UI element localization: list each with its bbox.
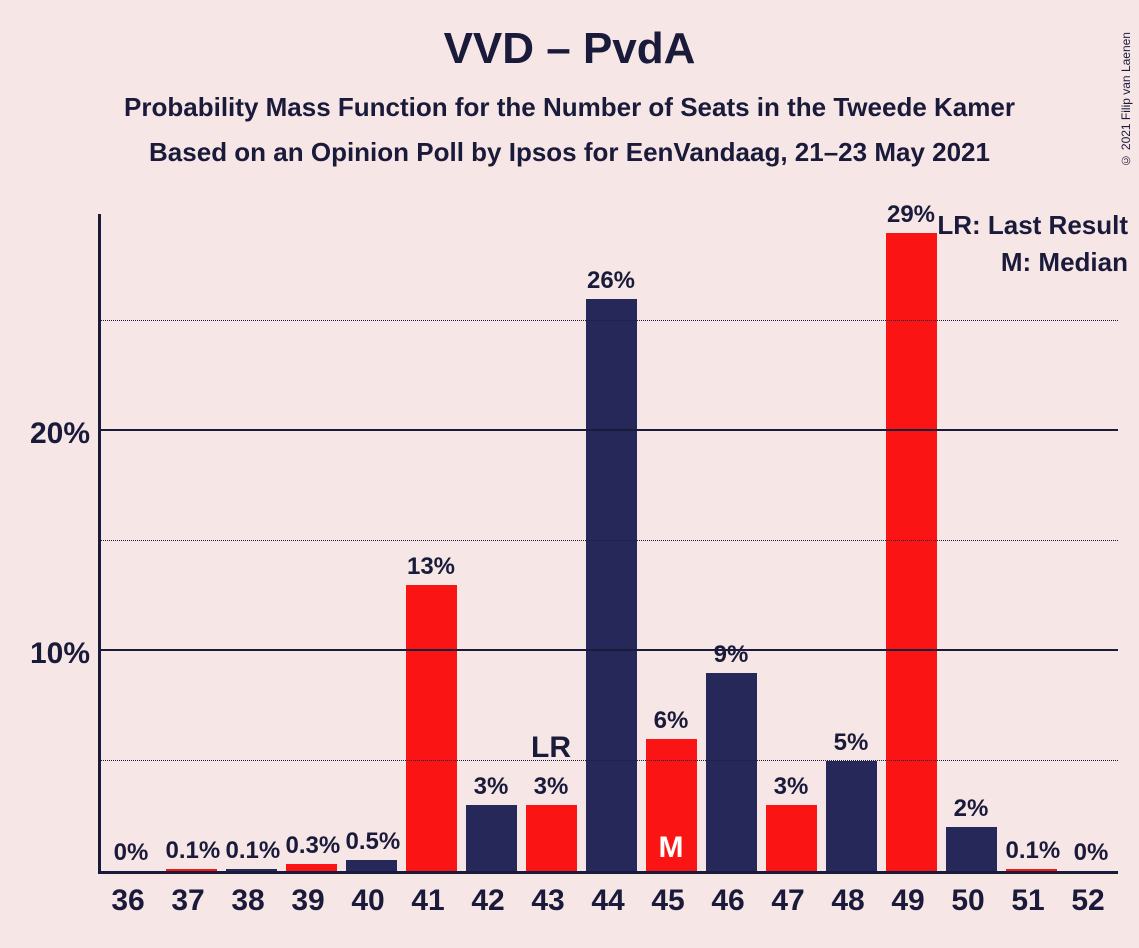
gridline-major bbox=[101, 649, 1118, 651]
bar: 3% bbox=[466, 805, 517, 871]
bar: 13% bbox=[406, 585, 457, 871]
chart-subtitle-2: Based on an Opinion Poll by Ipsos for Ee… bbox=[0, 137, 1139, 168]
x-axis-label: 39 bbox=[291, 884, 324, 918]
bar: 3% bbox=[766, 805, 817, 871]
bar: 0.1% bbox=[166, 869, 217, 871]
bar: 5% bbox=[826, 761, 877, 871]
bar-value-label: 6% bbox=[646, 707, 697, 739]
x-axis-label: 41 bbox=[411, 884, 444, 918]
chart-area: 0%0.1%0.1%0.3%0.5%13%3%3%LR26%6%M9%3%5%2… bbox=[98, 214, 1118, 874]
x-axis-label: 52 bbox=[1071, 884, 1104, 918]
bar-value-label: 0.3% bbox=[286, 832, 337, 864]
legend-lr: LR: Last Result bbox=[937, 210, 1128, 241]
chart-title: VVD – PvdA bbox=[0, 24, 1139, 74]
bar-value-label: 29% bbox=[886, 201, 937, 233]
legend-median: M: Median bbox=[937, 247, 1128, 278]
gridline-minor bbox=[101, 540, 1118, 541]
bar: 6%M bbox=[646, 739, 697, 871]
bar: 2% bbox=[946, 827, 997, 871]
x-axis-label: 36 bbox=[111, 884, 144, 918]
bar-value-label: 26% bbox=[586, 267, 637, 299]
bar-value-label: 5% bbox=[826, 729, 877, 761]
x-axis-label: 49 bbox=[891, 884, 924, 918]
bar-value-label: 2% bbox=[946, 795, 997, 827]
y-axis-label: 20% bbox=[20, 417, 90, 451]
x-axis-label: 46 bbox=[711, 884, 744, 918]
x-axis-label: 45 bbox=[651, 884, 684, 918]
bar-value-label: 0.1% bbox=[166, 837, 217, 869]
bar: 0.1% bbox=[226, 869, 277, 871]
y-axis-label: 10% bbox=[20, 637, 90, 671]
x-axis-label: 43 bbox=[531, 884, 564, 918]
bar: 29% bbox=[886, 233, 937, 871]
bar-value-label: 0.5% bbox=[346, 828, 397, 860]
x-axis-label: 48 bbox=[831, 884, 864, 918]
bar-value-label: 13% bbox=[406, 553, 457, 585]
bar: 26% bbox=[586, 299, 637, 871]
bar-value-label: 0% bbox=[1066, 839, 1117, 871]
bar: 3%LR bbox=[526, 805, 577, 871]
x-axis-label: 42 bbox=[471, 884, 504, 918]
bar-value-label: 0.1% bbox=[226, 837, 277, 869]
x-axis-label: 44 bbox=[591, 884, 624, 918]
x-axis-label: 47 bbox=[771, 884, 804, 918]
bar-value-label: 0% bbox=[106, 839, 157, 871]
copyright-text: © 2021 Filip van Laenen bbox=[1119, 32, 1133, 167]
gridline-minor bbox=[101, 760, 1118, 761]
legend: LR: Last Result M: Median bbox=[937, 210, 1128, 284]
bar: 0.3% bbox=[286, 864, 337, 871]
x-axis-label: 40 bbox=[351, 884, 384, 918]
bar-value-label: 3% bbox=[766, 773, 817, 805]
bar-value-label: 3% bbox=[466, 773, 517, 805]
gridline-major bbox=[101, 429, 1118, 431]
x-axis-label: 38 bbox=[231, 884, 264, 918]
median-marker: M bbox=[646, 831, 697, 865]
gridline-minor bbox=[101, 320, 1118, 321]
bar: 0.5% bbox=[346, 860, 397, 871]
bars-container: 0%0.1%0.1%0.3%0.5%13%3%3%LR26%6%M9%3%5%2… bbox=[101, 214, 1118, 871]
x-axis-label: 50 bbox=[951, 884, 984, 918]
plot-area: 0%0.1%0.1%0.3%0.5%13%3%3%LR26%6%M9%3%5%2… bbox=[98, 214, 1118, 874]
last-result-marker: LR bbox=[526, 731, 577, 805]
chart-subtitle-1: Probability Mass Function for the Number… bbox=[0, 92, 1139, 123]
x-axis-label: 51 bbox=[1011, 884, 1044, 918]
bar-value-label: 9% bbox=[706, 641, 757, 673]
bar: 9% bbox=[706, 673, 757, 871]
bar-value-label: 0.1% bbox=[1006, 837, 1057, 869]
x-axis-label: 37 bbox=[171, 884, 204, 918]
bar: 0.1% bbox=[1006, 869, 1057, 871]
